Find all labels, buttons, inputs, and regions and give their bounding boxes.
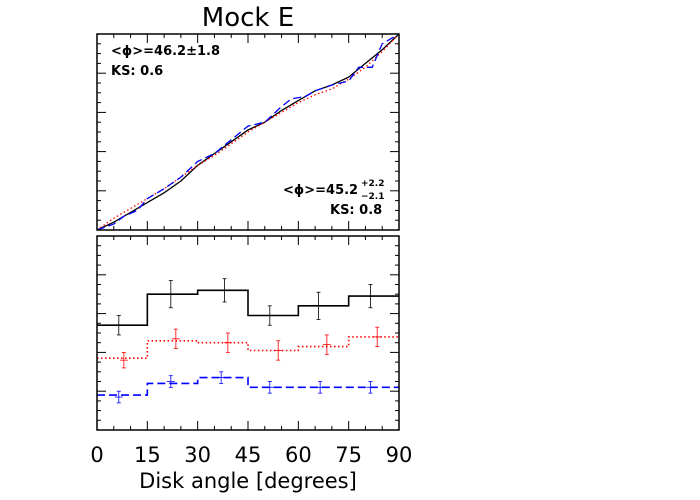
- x-tick-label: 15: [134, 443, 161, 467]
- ks-annotation-upper: KS: 0.6: [111, 64, 163, 79]
- error-bar: [119, 351, 128, 369]
- hist-series-dashed-step: [97, 376, 399, 396]
- error-bar: [366, 284, 375, 309]
- bottom-panel: [96, 235, 400, 431]
- error-bar: [316, 381, 325, 394]
- bottom-panel-frame: [96, 235, 400, 431]
- hist-series-solid-step: [97, 289, 399, 326]
- phi-annotation-lower-subscript: −2.1: [361, 192, 384, 202]
- top-series-solid-line: [96, 33, 400, 231]
- x-tick-label: 90: [386, 443, 413, 467]
- error-bar: [314, 291, 323, 320]
- top-panel-ticks: [96, 33, 400, 231]
- error-bar: [114, 315, 123, 336]
- ks-annotation-lower: KS: 0.8: [330, 203, 382, 218]
- hist-series-dotted-step: [97, 336, 399, 359]
- top-plot-area: [96, 33, 400, 231]
- error-bar: [220, 278, 229, 303]
- error-bar: [265, 305, 274, 326]
- error-bar: [265, 381, 274, 394]
- x-axis-label: Disk angle [degrees]: [139, 469, 357, 493]
- top-series-dotted-line: [96, 33, 400, 231]
- x-tick-label: 45: [235, 443, 262, 467]
- top-series-dashed-line: [96, 33, 400, 231]
- bottom-panel-ticks: [96, 235, 400, 431]
- phi-annotation-upper: <ϕ>=46.2±1.8: [111, 44, 220, 59]
- error-bar: [322, 334, 331, 355]
- error-bar: [223, 332, 232, 353]
- top-panel: <ϕ>=46.2±1.8 KS: 0.6 <ϕ>=45.2 +2.2 −2.1 …: [96, 33, 400, 231]
- phi-annotation-lower-superscript: +2.2: [361, 179, 384, 189]
- error-bar: [274, 340, 283, 361]
- error-bar: [217, 371, 226, 384]
- phi-annotation-lower: <ϕ>=45.2: [283, 183, 358, 198]
- error-bar: [366, 381, 375, 394]
- error-bar: [373, 326, 382, 347]
- x-tick-label: 0: [90, 443, 103, 467]
- error-bar: [171, 328, 180, 349]
- error-bar: [166, 280, 175, 309]
- x-tick-label: 60: [285, 443, 312, 467]
- chart-title: Mock E: [202, 3, 294, 33]
- x-tick-label: 30: [184, 443, 211, 467]
- error-bar: [114, 390, 123, 404]
- x-tick-labels: 0 15 30 45 60 75 90: [90, 443, 412, 467]
- error-bar: [166, 375, 175, 388]
- bottom-plot-area: [97, 278, 399, 404]
- x-tick-label: 75: [335, 443, 362, 467]
